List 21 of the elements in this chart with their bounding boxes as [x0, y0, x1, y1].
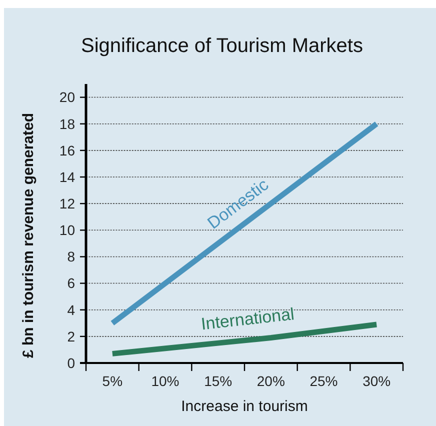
y-axis-title: £ bn in tourism revenue generated — [20, 112, 37, 358]
x-tick-label: 5% — [102, 373, 123, 389]
chart-title: Significance of Tourism Markets — [81, 35, 363, 57]
x-tick-label: 20% — [256, 373, 285, 389]
y-tick-label: 14 — [59, 168, 76, 185]
x-tick-label: 10% — [151, 373, 180, 389]
y-tick-label: 4 — [67, 302, 76, 318]
x-tick-label: 30% — [362, 373, 391, 389]
y-tick-label: 18 — [59, 116, 76, 132]
text: International — [200, 304, 296, 334]
x-axis-title: Increase in tourism — [181, 398, 308, 415]
x-tick-label: 15% — [204, 373, 232, 389]
y-tick-label: 8 — [67, 248, 76, 265]
y-tick-label: 20 — [59, 89, 76, 106]
y-tick-label: 2 — [67, 328, 76, 344]
x-tick-label: 25% — [310, 373, 338, 389]
y-tick-label: 12 — [59, 195, 76, 212]
y-tick-label: 6 — [67, 275, 76, 292]
y-tick-label: 10 — [59, 222, 76, 238]
y-tick-label: 0 — [67, 354, 76, 371]
y-tick-label: 16 — [59, 142, 76, 158]
